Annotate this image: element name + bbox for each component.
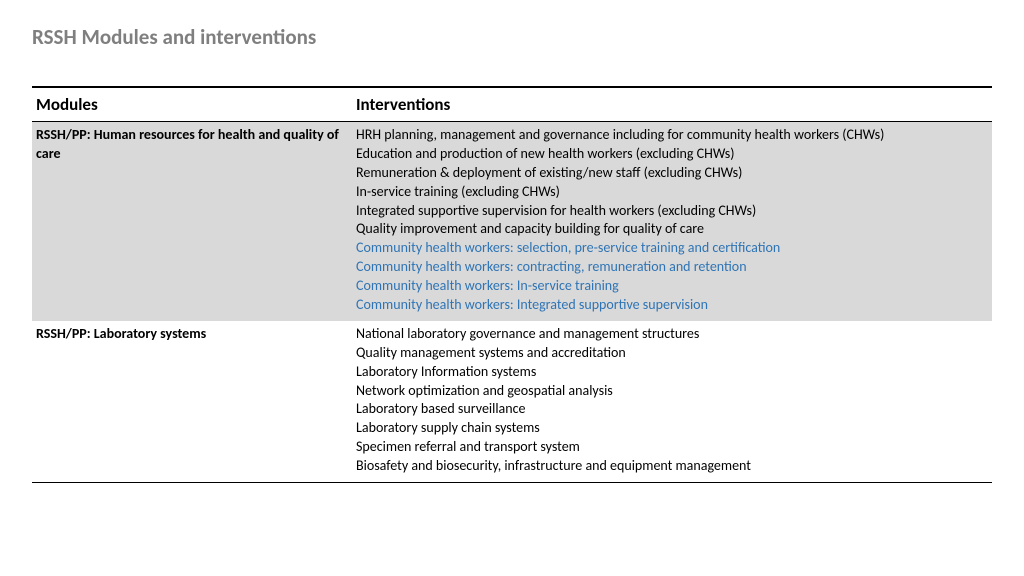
intervention-line: Education and production of new health w… [356,145,984,164]
intervention-line: Specimen referral and transport system [356,438,984,457]
modules-table: Modules Interventions RSSH/PP: Human res… [32,86,992,483]
module-cell: RSSH/PP: Laboratory systems [32,321,352,483]
intervention-line: In-service training (excluding CHWs) [356,183,984,202]
table-row: RSSH/PP: Human resources for health and … [32,122,992,321]
intervention-line: Biosafety and biosecurity, infrastructur… [356,457,984,476]
intervention-line: Network optimization and geospatial anal… [356,382,984,401]
intervention-line: Community health workers: selection, pre… [356,239,984,258]
column-header-modules: Modules [32,87,352,122]
intervention-line: HRH planning, management and governance … [356,126,984,145]
intervention-line: Community health workers: contracting, r… [356,258,984,277]
intervention-line: Remuneration & deployment of existing/ne… [356,164,984,183]
intervention-line: Quality improvement and capacity buildin… [356,220,984,239]
intervention-line: Community health workers: Integrated sup… [356,296,984,315]
table-header-row: Modules Interventions [32,87,992,122]
column-header-interventions: Interventions [352,87,992,122]
module-cell: RSSH/PP: Human resources for health and … [32,122,352,321]
interventions-cell: HRH planning, management and governance … [352,122,992,321]
intervention-line: National laboratory governance and manag… [356,325,984,344]
intervention-line: Community health workers: In-service tra… [356,277,984,296]
intervention-line: Laboratory supply chain systems [356,419,984,438]
intervention-line: Integrated supportive supervision for he… [356,202,984,221]
page-title: RSSH Modules and interventions [32,24,992,50]
table-body: RSSH/PP: Human resources for health and … [32,122,992,483]
intervention-line: Laboratory Information systems [356,363,984,382]
intervention-line: Quality management systems and accredita… [356,344,984,363]
intervention-line: Laboratory based surveillance [356,400,984,419]
table-row: RSSH/PP: Laboratory systemsNational labo… [32,321,992,483]
interventions-cell: National laboratory governance and manag… [352,321,992,483]
